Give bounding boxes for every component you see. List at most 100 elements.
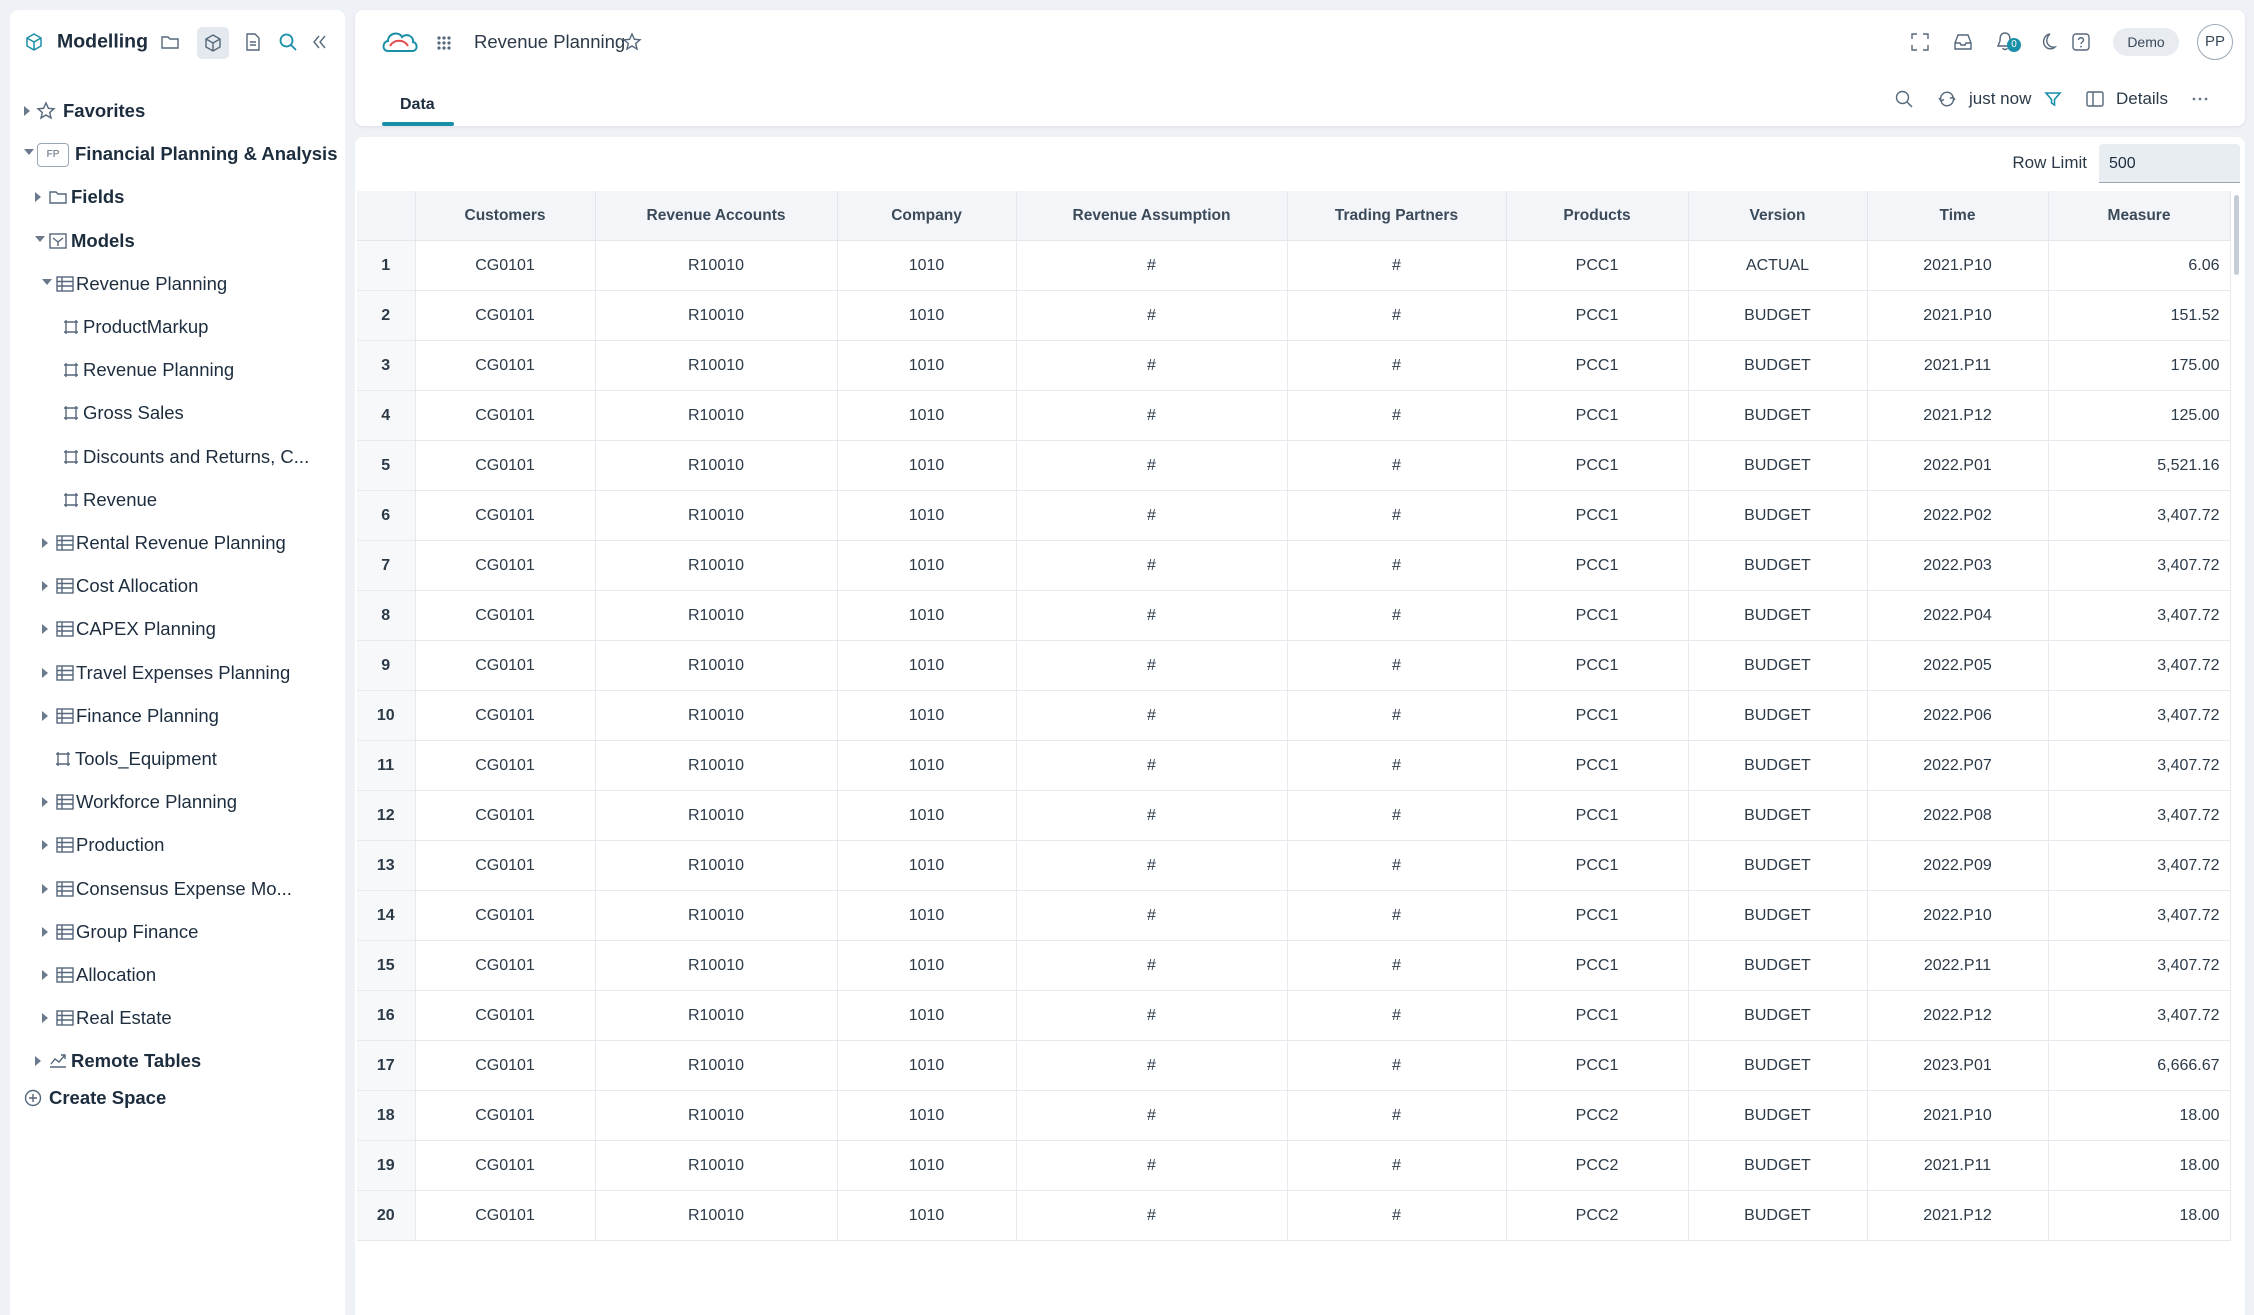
column-header[interactable]: Products (1506, 191, 1688, 241)
tree-label[interactable]: Cost Allocation (76, 575, 198, 597)
theme-button[interactable] (2037, 32, 2057, 52)
cell: 3,407.72 (2048, 491, 2230, 541)
tree-toggle[interactable] (35, 192, 41, 202)
more-button[interactable] (2191, 96, 2209, 102)
scrollbar[interactable] (2234, 195, 2239, 275)
column-header[interactable]: Customers (415, 191, 595, 241)
workspace-badge[interactable]: Demo (2113, 28, 2179, 56)
graphic (57, 622, 73, 636)
column-header[interactable]: Time (1867, 191, 2048, 241)
cell: 2022.P10 (1867, 891, 2048, 941)
tree-toggle[interactable] (24, 149, 34, 155)
inbox-button[interactable] (1953, 32, 1973, 52)
cell: # (1287, 641, 1506, 691)
cell: PCC1 (1506, 441, 1688, 491)
tree-label[interactable]: Remote Tables (71, 1050, 201, 1072)
tree-toggle[interactable] (42, 581, 48, 591)
tree-toggle[interactable] (35, 236, 45, 242)
row-limit-input[interactable]: 500 (2099, 144, 2240, 183)
tab[interactable]: Data (400, 96, 435, 114)
details-button[interactable]: Details (2116, 89, 2168, 109)
tree-toggle[interactable] (42, 1013, 48, 1023)
tree-label[interactable]: Revenue Planning (83, 359, 234, 381)
table-search-button[interactable] (1894, 89, 1914, 109)
icon (55, 835, 75, 855)
column-header[interactable]: Revenue Assumption (1016, 191, 1287, 241)
tree-label[interactable]: Rental Revenue Planning (76, 532, 286, 554)
tree-label[interactable]: Workforce Planning (76, 791, 237, 813)
cell: 3,407.72 (2048, 891, 2230, 941)
tree-label[interactable]: Allocation (76, 964, 156, 986)
tree-toggle[interactable] (42, 624, 48, 634)
graphic (57, 925, 73, 939)
table-row: 14CG0101R100101010##PCC1BUDGET2022.P103,… (357, 891, 2230, 941)
tree-toggle[interactable] (42, 711, 48, 721)
graphic (57, 536, 73, 550)
tree-label[interactable]: ProductMarkup (83, 316, 208, 338)
folder-button[interactable] (160, 32, 180, 52)
tree-label[interactable]: CAPEX Planning (76, 618, 216, 640)
tree-label[interactable]: Revenue Planning (76, 273, 227, 295)
tree-label[interactable]: Group Finance (76, 921, 198, 943)
graphic (57, 1011, 73, 1025)
cell: BUDGET (1688, 891, 1867, 941)
search-button[interactable] (278, 32, 298, 52)
header-row: CustomersRevenue AccountsCompanyRevenue … (357, 191, 2230, 241)
tree-label[interactable]: Models (71, 230, 135, 252)
fullscreen-button[interactable] (1910, 32, 1930, 52)
tree-toggle[interactable] (42, 538, 48, 548)
tree-label[interactable]: Real Estate (76, 1007, 172, 1029)
tree-label[interactable]: Gross Sales (83, 402, 184, 424)
favorite-button[interactable] (622, 32, 642, 52)
cell: BUDGET (1688, 541, 1867, 591)
avatar[interactable]: PP (2197, 24, 2233, 60)
graphic (162, 37, 178, 48)
cell: 1010 (837, 991, 1016, 1041)
tree-toggle[interactable] (42, 970, 48, 980)
cell: 2022.P01 (1867, 441, 2048, 491)
collapse-button[interactable] (311, 33, 327, 51)
tree-label[interactable]: Consensus Expense Mo... (76, 878, 292, 900)
tree-toggle[interactable] (35, 1056, 41, 1066)
help-button[interactable] (2071, 32, 2091, 52)
tree-label[interactable]: Financial Planning & Analysis (75, 143, 338, 165)
icon (48, 1051, 68, 1071)
tree-toggle[interactable] (42, 279, 52, 285)
tree-label[interactable]: Favorites (63, 100, 145, 122)
filter-button[interactable] (2044, 90, 2062, 108)
column-header[interactable]: Version (1688, 191, 1867, 241)
cell: # (1287, 691, 1506, 741)
tree-label[interactable]: Finance Planning (76, 705, 219, 727)
tree-toggle[interactable] (42, 668, 48, 678)
cell: PCC2 (1506, 1191, 1688, 1241)
graphic (64, 320, 78, 334)
tree-toggle[interactable] (42, 927, 48, 937)
tree-label[interactable]: Revenue (83, 489, 157, 511)
document-button[interactable] (243, 32, 263, 52)
tree-icon (55, 576, 75, 596)
cell: 2023.P01 (1867, 1041, 2048, 1091)
tree-label[interactable]: Fields (71, 186, 124, 208)
graphic (57, 536, 73, 550)
tree-label[interactable]: Travel Expenses Planning (76, 662, 290, 684)
column-header[interactable]: Company (837, 191, 1016, 241)
cell: CG0101 (415, 1041, 595, 1091)
tree-toggle[interactable] (42, 884, 48, 894)
tree-label[interactable]: Tools_Equipment (75, 748, 217, 770)
column-header[interactable]: Trading Partners (1287, 191, 1506, 241)
graphic (442, 36, 445, 39)
tree-toggle[interactable] (24, 106, 30, 116)
tree-toggle[interactable] (42, 840, 48, 850)
models-button[interactable] (197, 27, 229, 59)
cell: 2022.P02 (1867, 491, 2048, 541)
column-header[interactable]: Revenue Accounts (595, 191, 837, 241)
column-header[interactable]: Measure (2048, 191, 2230, 241)
tree-toggle[interactable] (42, 797, 48, 807)
tree-label[interactable]: Discounts and Returns, C... (83, 446, 309, 468)
graphic (57, 622, 73, 636)
icon (55, 965, 75, 985)
tree-label[interactable]: Production (76, 834, 164, 856)
tree-label[interactable]: Create Space (49, 1087, 166, 1109)
refresh-button[interactable] (1937, 89, 1957, 109)
apps-button[interactable] (436, 35, 452, 51)
